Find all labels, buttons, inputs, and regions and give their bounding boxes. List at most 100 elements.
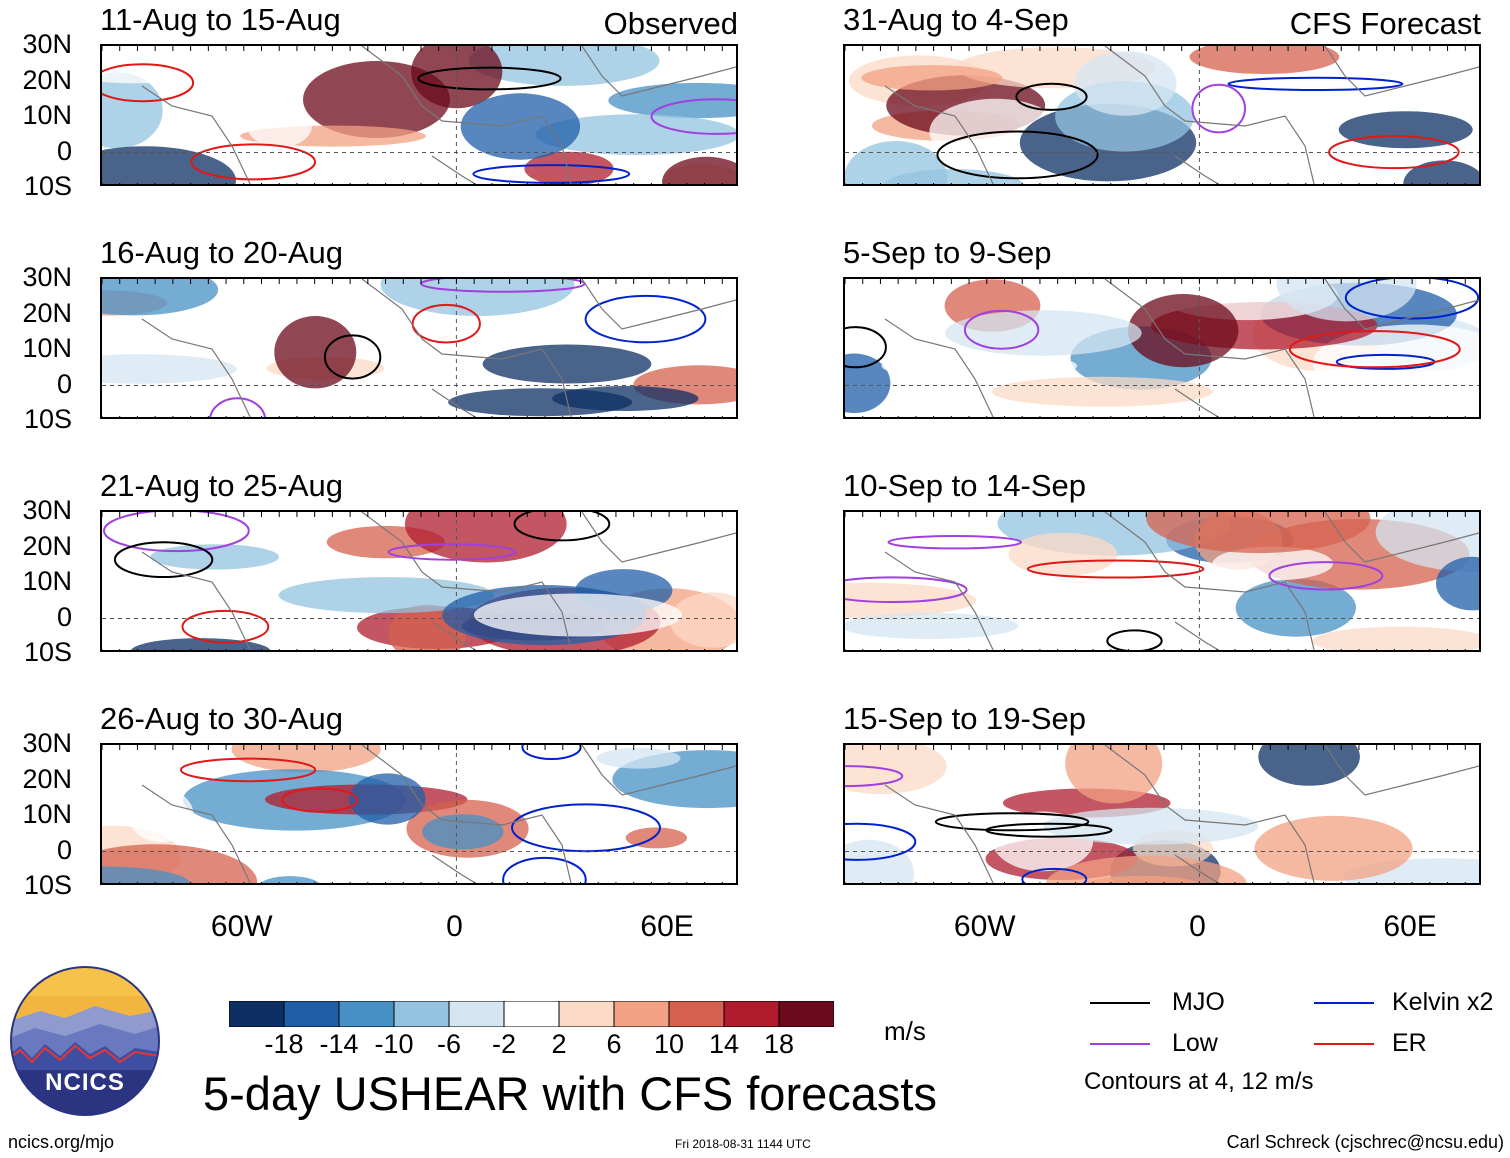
colorbar-swatch: [393, 1000, 450, 1028]
map-field: [102, 745, 736, 883]
shear-anomaly-blob: [845, 353, 891, 414]
shear-anomaly-blob: [1128, 294, 1239, 368]
latitude-tick-label: 30N: [22, 495, 72, 525]
map-panel: [843, 743, 1481, 885]
shear-anomaly-blob: [608, 82, 736, 119]
shear-anomaly-blob: [349, 773, 426, 825]
map-panel: [100, 277, 738, 419]
shear-anomaly-blob: [1403, 160, 1479, 184]
wave-contour: [411, 303, 481, 344]
shear-anomaly-blob: [404, 512, 567, 563]
shear-anomaly-blob: [535, 114, 736, 155]
map-field: [102, 46, 736, 184]
wave-contour: [845, 765, 904, 788]
wave-contour: [472, 164, 631, 184]
coastline: [884, 512, 1479, 650]
longitude-tick-label: 60W: [210, 910, 273, 943]
legend-line-kelvin: [1314, 1002, 1374, 1004]
map-field: [102, 279, 736, 417]
coastline: [141, 512, 736, 650]
coastline: [884, 745, 1479, 883]
wave-contour: [103, 512, 250, 553]
shear-anomaly-blob: [945, 310, 1142, 356]
latitude-tick-label: 10N: [22, 100, 72, 130]
ncics-logo: NCICS: [10, 966, 160, 1116]
panel-title: 15-Sep to 19-Sep: [843, 701, 1087, 736]
colorbar-tick-label: -14: [319, 1029, 359, 1059]
latitude-tick-label: 10S: [23, 171, 72, 201]
shear-anomaly-blob: [1074, 51, 1177, 116]
latitude-tick-label: 0: [56, 368, 72, 399]
shear-anomaly-blob: [411, 46, 503, 109]
shear-anomaly-blob: [274, 316, 357, 389]
panel-title: 21-Aug to 25-Aug: [100, 468, 344, 503]
shear-anomaly-blob: [1235, 578, 1356, 637]
colorbar-swatch: [668, 1000, 725, 1028]
colorbar-tick-label: 10: [653, 1029, 685, 1059]
wave-contour: [1106, 629, 1163, 650]
shear-anomaly-blob: [102, 279, 219, 316]
shear-anomaly-blob: [1254, 815, 1413, 881]
colorbar-swatch: [778, 1000, 835, 1028]
shear-anomaly-blob: [552, 386, 699, 411]
wave-contour: [1328, 135, 1460, 170]
logo-graphic: [10, 966, 160, 1116]
latitude-tick-label: 10N: [22, 566, 72, 596]
footer-timestamp: Fri 2018-08-31 1144 UTC: [675, 1137, 811, 1151]
latitude-tick-label: 30N: [22, 262, 72, 292]
shear-anomaly-blob: [247, 104, 312, 148]
wave-contour: [323, 334, 382, 380]
colorbar-tick-label: 6: [606, 1029, 622, 1059]
wave-contour: [102, 63, 195, 103]
shear-anomaly-blob: [881, 352, 1078, 380]
logo-text: NCICS: [45, 1069, 125, 1096]
colorbar-swatches: [228, 1000, 835, 1028]
legend-label-kelvin: Kelvin x2: [1392, 988, 1494, 1016]
colorbar-tick-label: -2: [491, 1029, 516, 1059]
wave-contour: [1344, 279, 1479, 320]
legend-label-mjo: MJO: [1172, 988, 1225, 1016]
footer-url[interactable]: ncics.org/mjo: [8, 1132, 115, 1152]
shear-anomaly-blob: [422, 814, 504, 850]
latitude-tick-label: 30N: [22, 29, 72, 59]
colorbar-tick-label: -10: [374, 1029, 414, 1059]
map-field: [845, 279, 1479, 417]
shear-anomaly-blob: [1146, 512, 1371, 554]
map-panel: [100, 510, 738, 652]
shear-anomaly-blob: [468, 46, 660, 86]
latitude-tick-label: 10S: [23, 404, 72, 434]
units-label: m/s: [884, 1016, 926, 1046]
shear-anomaly-blob: [102, 61, 203, 84]
latitude-tick-label: 0: [56, 834, 72, 865]
panel-tag: CFS Forecast: [1289, 6, 1481, 41]
shear-anomaly-blob: [1312, 626, 1479, 650]
shear-anomaly-blob: [596, 747, 681, 769]
shear-anomaly-blob: [861, 65, 1003, 91]
map-field: [845, 46, 1479, 184]
latitude-tick-label: 0: [56, 135, 72, 166]
panel-title: 26-Aug to 30-Aug: [100, 701, 344, 736]
shear-anomaly-blob: [1338, 111, 1473, 149]
wave-contour: [1026, 559, 1205, 579]
legend-line-low: [1090, 1043, 1150, 1045]
wave-contour: [387, 543, 517, 561]
coastline: [141, 745, 736, 883]
shear-anomaly-blob: [102, 146, 236, 184]
shear-anomaly-blob: [130, 638, 271, 650]
colorbar-tick-label: -18: [264, 1029, 304, 1059]
shear-anomaly-blob: [1436, 556, 1479, 611]
map-panel: [100, 743, 738, 885]
shear-anomaly-blob: [271, 398, 442, 417]
shear-anomaly-blob: [1375, 512, 1479, 573]
wave-contour: [963, 309, 1040, 350]
colorbar-swatch: [338, 1000, 395, 1028]
colorbar-swatch: [448, 1000, 505, 1028]
shear-anomaly-blob: [1189, 46, 1340, 74]
coastline: [141, 279, 736, 417]
latitude-tick-label: 0: [56, 601, 72, 632]
shear-anomaly-blob: [1043, 807, 1259, 845]
wave-contour: [209, 397, 266, 417]
wave-contour: [281, 787, 359, 813]
colorbar-tick-label: 14: [708, 1029, 740, 1059]
wave-contour: [1227, 76, 1404, 92]
